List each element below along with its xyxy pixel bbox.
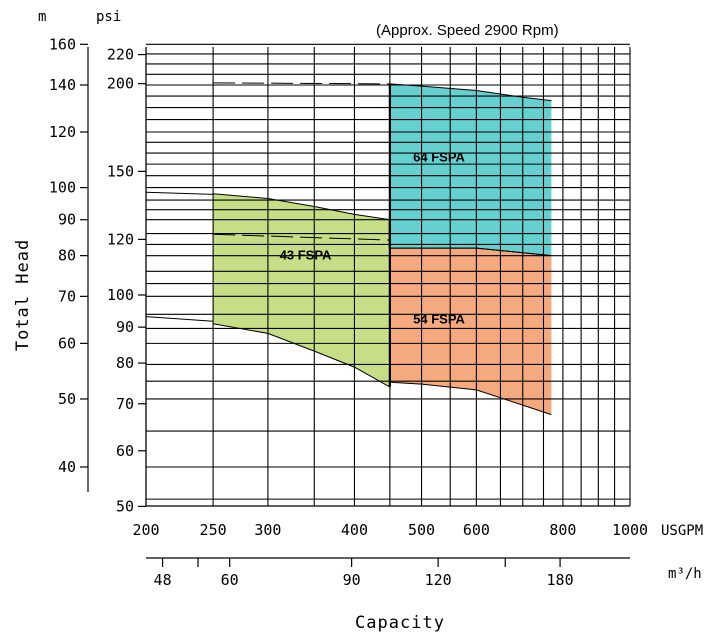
x-tick-label-usgpm-300: 300 — [254, 521, 281, 539]
labels-layer: 43 FSPA 64 FSPA 54 FSPA 160 140 120 100 90 80 70 6… — [49, 35, 648, 589]
y-tick-label-psi-80: 80 — [116, 354, 134, 372]
extension-line-3 — [213, 82, 390, 85]
x-tick-label-m3h-120: 120 — [425, 571, 452, 589]
y-tick-label-psi-60: 60 — [116, 442, 134, 460]
x-tick-label-usgpm-500: 500 — [408, 521, 435, 539]
y-tick-label-m-160: 160 — [49, 35, 76, 53]
y-tick-label-psi-100: 100 — [107, 286, 134, 304]
region-64-fspa — [389, 83, 552, 256]
y-tick-label-psi-120: 120 — [107, 230, 134, 248]
y-unit-m: m — [38, 9, 46, 25]
curve-bottom-54-fspa — [389, 381, 552, 416]
y-tick-label-m-60: 60 — [58, 334, 76, 352]
curve-top-43-fspa — [213, 193, 390, 221]
y-tick-label-m-100: 100 — [49, 179, 76, 197]
x-tick-label-usgpm-200: 200 — [132, 521, 159, 539]
y-tick-label-m-140: 140 — [49, 76, 76, 94]
x-tick-label-usgpm-800: 800 — [549, 521, 576, 539]
y-tick-label-m-90: 90 — [58, 211, 76, 229]
x-tick-label-usgpm-1000: 1000 — [612, 521, 648, 539]
y-tick-label-psi-50: 50 — [116, 497, 134, 515]
x-axis-title: Capacity — [355, 613, 445, 633]
curve-top-54-fspa — [389, 247, 552, 257]
region-54-fspa — [389, 248, 552, 415]
x-tick-label-m3h-90: 90 — [343, 571, 361, 589]
x-unit-usgpm: USGPM — [661, 523, 703, 539]
y-tick-label-psi-70: 70 — [116, 395, 134, 413]
y-tick-label-m-50: 50 — [58, 390, 76, 408]
x-tick-label-usgpm-600: 600 — [463, 521, 490, 539]
region-label-54-fspa: 54 FSPA — [413, 312, 465, 327]
extension-line-0 — [145, 191, 214, 195]
axes-layer — [80, 43, 630, 567]
x-tick-label-usgpm-250: 250 — [200, 521, 227, 539]
y-unit-psi: psi — [96, 9, 121, 25]
y-tick-label-m-70: 70 — [58, 287, 76, 305]
x-tick-label-m3h-180: 180 — [547, 571, 574, 589]
x-tick-label-usgpm-400: 400 — [341, 521, 368, 539]
y-tick-label-m-120: 120 — [49, 123, 76, 141]
y-axis-title: Total Head — [13, 239, 33, 351]
y-tick-label-psi-90: 90 — [116, 318, 134, 336]
y-tick-label-psi-220: 220 — [107, 46, 134, 64]
x-tick-label-m3h-60: 60 — [221, 571, 239, 589]
curve-top-64-fspa — [389, 83, 552, 102]
x-tick-label-m3h-48: 48 — [154, 571, 172, 589]
extension-line-2 — [213, 233, 390, 241]
y-tick-label-m-40: 40 — [58, 458, 76, 476]
x-unit-m3h: m³/h — [668, 566, 702, 582]
speed-note: (Approx. Speed 2900 Rpm) — [376, 22, 559, 39]
extension-line-1 — [145, 316, 214, 322]
region-label-64-fspa: 64 FSPA — [413, 149, 465, 164]
y-tick-label-psi-150: 150 — [107, 162, 134, 180]
region-label-43-fspa: 43 FSPA — [280, 247, 332, 262]
curve-lines-layer — [145, 82, 552, 416]
region-43-fspa — [213, 193, 390, 387]
y-tick-label-psi-200: 200 — [107, 75, 134, 93]
regions-layer — [213, 83, 552, 415]
curve-bottom-43-fspa — [213, 323, 391, 388]
y-tick-label-m-80: 80 — [58, 247, 76, 265]
